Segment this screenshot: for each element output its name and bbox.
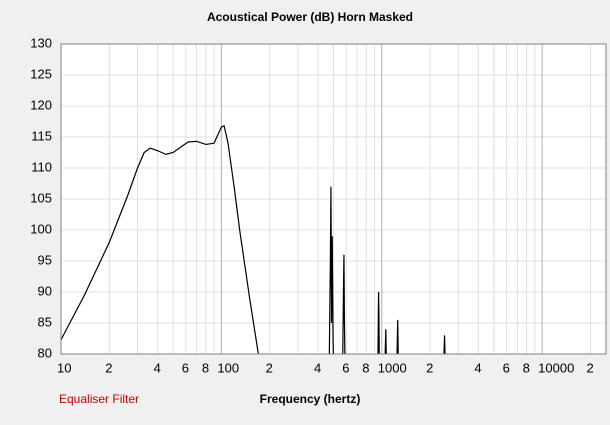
x-tick-label: 2	[266, 360, 273, 375]
x-tick-label: 8	[523, 360, 530, 375]
x-tick-label: 10	[57, 360, 71, 375]
x-tick-label: 4	[474, 360, 481, 375]
y-tick-label: 130	[30, 35, 52, 50]
x-tick-label: 1000	[378, 360, 407, 375]
x-tick-label: 2	[586, 360, 593, 375]
y-tick-label: 100	[30, 221, 52, 236]
chart-title: Acoustical Power (dB) Horn Masked	[207, 10, 413, 24]
x-tick-label: 6	[182, 360, 189, 375]
y-tick-label: 85	[38, 314, 52, 329]
x-tick-label: 4	[314, 360, 321, 375]
x-tick-label: 100	[217, 360, 239, 375]
y-tick-label: 125	[30, 66, 52, 81]
plot-border	[60, 43, 607, 355]
y-tick-label: 80	[38, 345, 52, 360]
x-axis-label: Frequency (hertz)	[260, 392, 361, 406]
x-tick-label: 10000	[538, 360, 574, 375]
y-tick-label: 110	[31, 159, 52, 174]
x-tick-label: 6	[503, 360, 510, 375]
y-tick-label: 105	[30, 190, 52, 205]
x-tick-label: 8	[202, 360, 209, 375]
y-tick-label: 95	[38, 252, 52, 267]
line-series	[61, 124, 446, 354]
annotation: Equaliser Filter	[59, 392, 139, 406]
y-tick-label: 120	[30, 97, 52, 112]
x-tick-label: 2	[105, 360, 112, 375]
x-tick-label: 8	[362, 360, 369, 375]
lines	[61, 124, 446, 354]
x-tick-label: 4	[154, 360, 161, 375]
x-tick-label: 6	[342, 360, 349, 375]
y-tick-label: 90	[38, 283, 52, 298]
x-tick-label: 2	[426, 360, 433, 375]
y-tick-label: 115	[31, 128, 52, 143]
